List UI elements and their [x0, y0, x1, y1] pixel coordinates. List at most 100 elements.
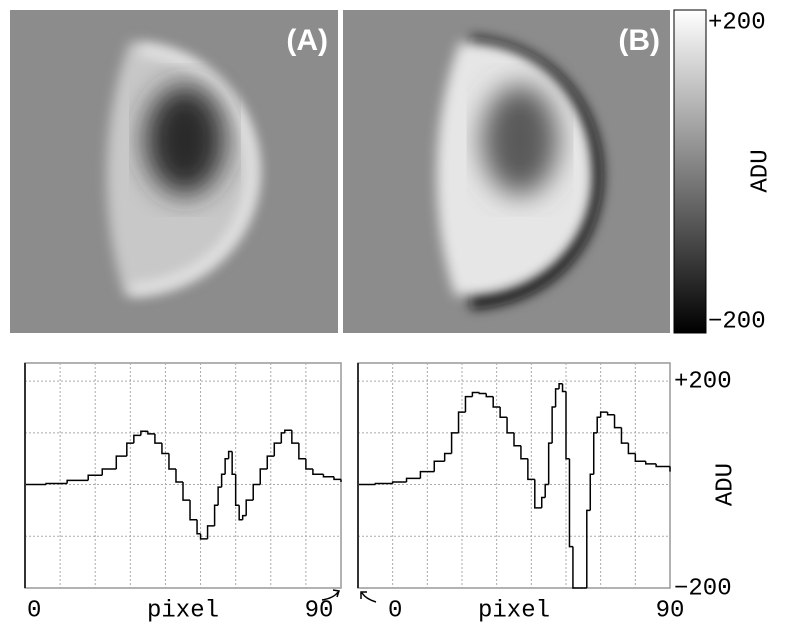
step-segment: [196, 519, 201, 535]
step-segment: [544, 483, 549, 498]
step-segment: [333, 476, 341, 481]
step-segment: [45, 482, 68, 485]
step-segment: [405, 477, 421, 482]
step-segment: [391, 481, 407, 484]
step-segment: [419, 470, 435, 479]
x-axis-label: pixel: [478, 597, 550, 624]
step-segment: [175, 469, 183, 483]
colorbar-tick-label: −200: [708, 308, 766, 335]
step-segment: [634, 453, 646, 463]
step-segment: [66, 479, 89, 484]
step-segment: [154, 433, 162, 444]
step-segment: [558, 382, 563, 389]
step-segment: [213, 504, 219, 526]
step-segment: [513, 432, 521, 447]
step-segment: [234, 474, 240, 506]
x-axis-label: pixel: [147, 597, 219, 624]
plot-area: [24, 362, 342, 589]
colorbar: [673, 9, 707, 334]
step-segment: [520, 445, 528, 460]
step-segment: [115, 455, 127, 470]
step-segment: [655, 463, 670, 468]
step-segment: [540, 496, 546, 508]
step-segment: [189, 500, 198, 521]
step-segment: [101, 468, 117, 476]
step-segment: [231, 451, 236, 475]
step-segment: [245, 499, 254, 516]
colorbar-tick-label: +200: [708, 9, 766, 36]
step-segment: [478, 392, 487, 395]
step-segment: [613, 414, 622, 429]
arrow: [360, 591, 377, 603]
image-a: (A): [10, 10, 338, 333]
step-segment: [443, 452, 452, 462]
step-segment: [147, 431, 155, 435]
step-segment: [471, 391, 480, 397]
step-segment: [627, 443, 636, 455]
step-segment: [527, 458, 535, 481]
arrow: [321, 589, 340, 601]
step-segment: [457, 411, 466, 433]
step-segment: [464, 395, 473, 413]
step-segment: [217, 486, 222, 506]
step-segment: [599, 411, 608, 418]
step-segment: [87, 474, 103, 481]
step-segment: [133, 434, 141, 444]
step-segment: [644, 461, 657, 465]
y-axis-label: ADU: [712, 463, 739, 506]
step-segment: [592, 432, 598, 475]
y-tick-label: −200: [674, 575, 732, 602]
step-segment: [280, 432, 285, 444]
step-segment: [224, 457, 229, 475]
x-tick-label: 90: [305, 597, 334, 624]
step-segment: [182, 481, 191, 501]
colorbar-label: ADU: [747, 149, 774, 192]
step-segment: [241, 514, 247, 520]
step-segment: [273, 442, 282, 457]
step-segment: [551, 406, 556, 444]
step-segment: [485, 393, 494, 398]
step-segment: [199, 533, 208, 540]
step-segment: [126, 442, 134, 457]
step-segment: [606, 412, 615, 416]
step-segment: [596, 416, 601, 433]
step-segment: [220, 473, 226, 488]
step-segment: [554, 388, 560, 407]
plot-area: [357, 362, 671, 589]
step-segment: [433, 460, 445, 472]
y-tick-label: +200: [674, 368, 732, 395]
step-segment: [492, 396, 501, 408]
step-segment: [534, 479, 542, 509]
step-segment: [168, 453, 176, 470]
panel-label: (B): [618, 24, 660, 57]
step-segment: [227, 450, 233, 459]
x-tick-label: 0: [388, 597, 402, 624]
x-tick-label: 90: [656, 597, 685, 624]
step-segment: [547, 442, 553, 485]
step-segment: [312, 469, 324, 475]
image-b: (B): [343, 10, 670, 333]
step-segment: [259, 468, 268, 485]
step-segment: [589, 473, 594, 511]
step-segment: [322, 474, 334, 478]
step-segment: [499, 406, 508, 419]
step-segment: [374, 482, 393, 485]
x-tick-label: 0: [27, 597, 41, 624]
step-segment: [161, 443, 169, 455]
step-segment: [140, 430, 148, 436]
step-segment: [586, 509, 591, 588]
step-segment: [266, 455, 275, 470]
step-segment: [565, 391, 570, 460]
step-segment: [450, 432, 459, 454]
step-segment: [561, 383, 566, 393]
step-segment: [206, 525, 215, 539]
step-segment: [298, 443, 306, 460]
panel-label: (A): [286, 24, 328, 57]
step-segment: [284, 429, 292, 433]
step-segment: [620, 427, 629, 444]
step-segment: [506, 417, 514, 434]
step-segment: [238, 505, 243, 521]
step-segment: [572, 546, 577, 589]
step-segment: [305, 458, 313, 470]
